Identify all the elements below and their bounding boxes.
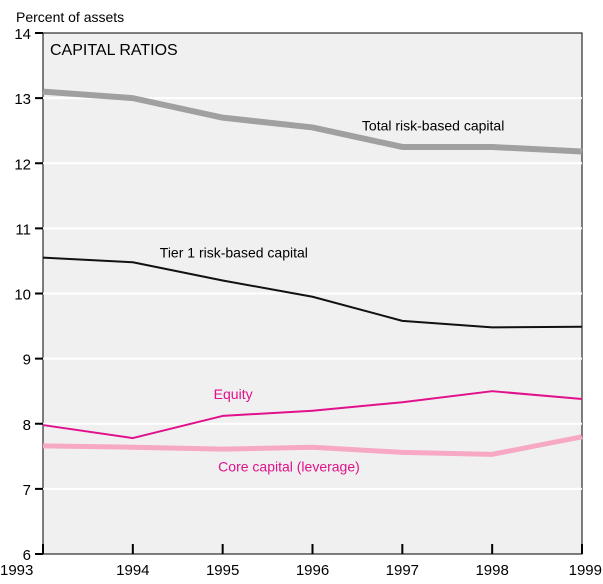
x-axis: 1993 1994 1995 1996 1997 1998 1999 (0, 544, 602, 579)
y-axis-label: Percent of assets (16, 9, 124, 25)
series-labels: Total risk-based capital Tier 1 risk-base… (160, 118, 505, 475)
x-tick-label: 1999 (569, 562, 602, 579)
series-label-tier-1-risk-based-capital: Tier 1 risk-based capital (160, 245, 308, 261)
x-tick-label: 1997 (386, 562, 419, 579)
series-line-equity (42, 390, 583, 440)
gridlines (43, 97, 582, 490)
series-line-tier-1-risk-based-capital (42, 256, 583, 329)
y-tick-label: 8 (23, 417, 31, 434)
y-tick-label: 12 (14, 156, 31, 173)
y-axis: 6 7 8 9 10 11 12 13 14 (14, 26, 43, 564)
y-tick-label: 13 (14, 91, 31, 108)
series-label-core-capital-leverage: Core capital (leverage) (218, 458, 360, 474)
y-tick-label: 10 (14, 287, 31, 304)
chart-title: CAPITAL RATIOS (50, 42, 178, 59)
x-tick-label: 1993 (0, 562, 33, 579)
x-tick-label: 1996 (296, 562, 329, 579)
y-tick-label: 6 (23, 547, 31, 564)
y-tick-label: 11 (15, 221, 31, 238)
y-tick-label: 9 (23, 352, 31, 369)
series-lines (42, 88, 583, 457)
y-tick-label: 14 (14, 26, 31, 43)
x-tick-label: 1998 (475, 562, 508, 579)
y-tick-label: 7 (23, 482, 31, 499)
series-line-core-capital-leverage (42, 434, 583, 457)
x-tick-label: 1995 (206, 562, 239, 579)
series-label-equity: Equity (214, 386, 253, 402)
series-line-total-risk-based-capital (42, 88, 583, 155)
series-label-total-risk-based-capital: Total risk-based capital (362, 118, 504, 134)
x-tick-label: 1994 (116, 562, 149, 579)
